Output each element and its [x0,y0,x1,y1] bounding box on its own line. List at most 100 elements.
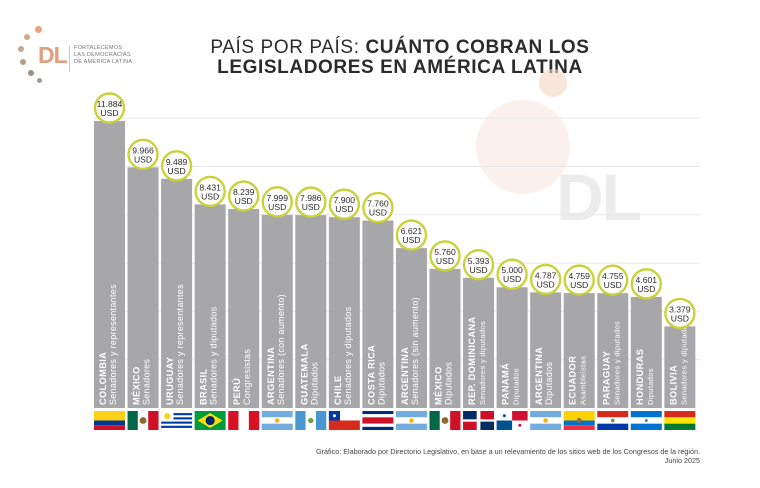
flag-part [94,425,125,430]
flag-part [362,423,394,427]
bar [94,121,125,408]
flag-part [295,411,306,430]
footnote-date: Junio 2025 [664,456,700,465]
value-label: 5.760 [434,247,456,257]
bar-chamber-label: Senadores y diputados [478,321,487,405]
bar [328,217,360,408]
logo-tagline-line: DE AMÉRICA LATINA [74,59,133,65]
flag-part [261,423,293,430]
flag-part [463,421,477,430]
bar-country-label: BOLIVIA [668,365,678,405]
value-label: 5.393 [468,256,490,266]
value-label: 7.900 [334,195,356,205]
value-label: 11.884 [97,99,123,109]
bar [161,178,193,408]
bar [295,215,327,408]
bar-chamber-label: Diputados [512,368,521,405]
logo: DL FORTALECEMOS LAS DEMOCRACIAS DE AMÉRI… [16,26,146,86]
value-label: 7.986 [300,193,322,203]
value-unit: USD [402,235,420,245]
flag-part [543,418,548,423]
bar-chamber-label: Diputados [544,362,554,405]
value-unit: USD [302,202,320,212]
flag-part [610,418,615,423]
flag-part [395,423,427,430]
chart-title: PAÍS POR PAÍS: CUÁNTO COBRAN LOS LEGISLA… [190,38,610,78]
bar [228,209,260,408]
bar-country-label: MÉXICO [433,366,444,405]
value-label: 8.431 [199,182,221,192]
value-unit: USD [369,208,387,218]
flag-part [512,411,528,421]
bar-country-label: BRASIL [199,368,209,405]
flag-part [644,419,648,422]
flag-part [441,417,449,424]
flag-part [362,426,394,430]
logo-tagline-line: LAS DEMOCRACIAS [74,52,131,58]
bar-chamber-label: Senadores y diputados [612,321,621,405]
flag-part [463,411,477,420]
bar [463,277,495,408]
value-unit: USD [637,284,655,294]
flag-part [161,417,193,420]
flag-part [248,411,260,430]
bar [261,214,293,408]
flag-part [395,411,427,418]
value-bubble [127,138,159,171]
value-bubble [462,249,495,281]
flag-part [502,414,506,418]
bar-chamber-label: Asambleístas [579,356,588,405]
value-label: 3.379 [669,304,691,314]
value-unit: USD [503,274,521,284]
value-label: 4.759 [568,271,590,281]
flag-part [664,411,696,418]
bar-group: COLOMBIA Senadores y representantes 11.884… [93,92,126,430]
value-label: 9.489 [166,157,188,167]
value-bubble [261,186,293,218]
value-bubble [194,175,226,208]
footnote-source: Gráfico: Elaborado por Directorio Legisl… [316,447,700,456]
value-bubble [227,180,260,212]
bar-chamber-label: Diputados [444,362,454,405]
bar-chamber-label: Senadores (con aumento) [276,294,286,405]
value-unit: USD [235,196,253,206]
bar-chamber-label: Senadores y diputados [343,306,353,405]
bar-chamber-label: Senadores [142,359,152,405]
flag-part [576,418,582,423]
flag-part [480,421,495,430]
flag-part [228,411,239,430]
value-bubble [93,92,126,124]
bar-chamber-label: Senadores y representantes [175,284,185,405]
watermark-text: DL [556,160,641,234]
bar-chamber-label: Congresistas [242,349,252,405]
bar [194,204,226,408]
bar-country-label: HONDURAS [635,349,645,405]
bar-chamber-label: Diputados [376,362,386,405]
value-bubble [597,264,629,296]
value-bubble [664,297,696,330]
value-label: 7.760 [367,199,389,209]
value-bubble [496,258,528,290]
value-bubble [529,263,562,296]
value-bubble [328,188,361,220]
flag-part [362,417,394,424]
flag-part [315,411,327,430]
bar [127,167,159,408]
footnote: Gráfico: Elaborado por Directorio Legisl… [316,447,700,465]
bar-chamber-label: Senadores y diputados [679,321,688,405]
logo-dots [16,26,46,86]
bar-chamber-label: Diputados [309,362,319,405]
flag-part [630,411,662,418]
bar-chamber-label: Diputados [646,368,655,405]
value-label: 4.755 [602,271,624,281]
bar-chamber-label: Senadores (sin aumento) [410,297,420,405]
